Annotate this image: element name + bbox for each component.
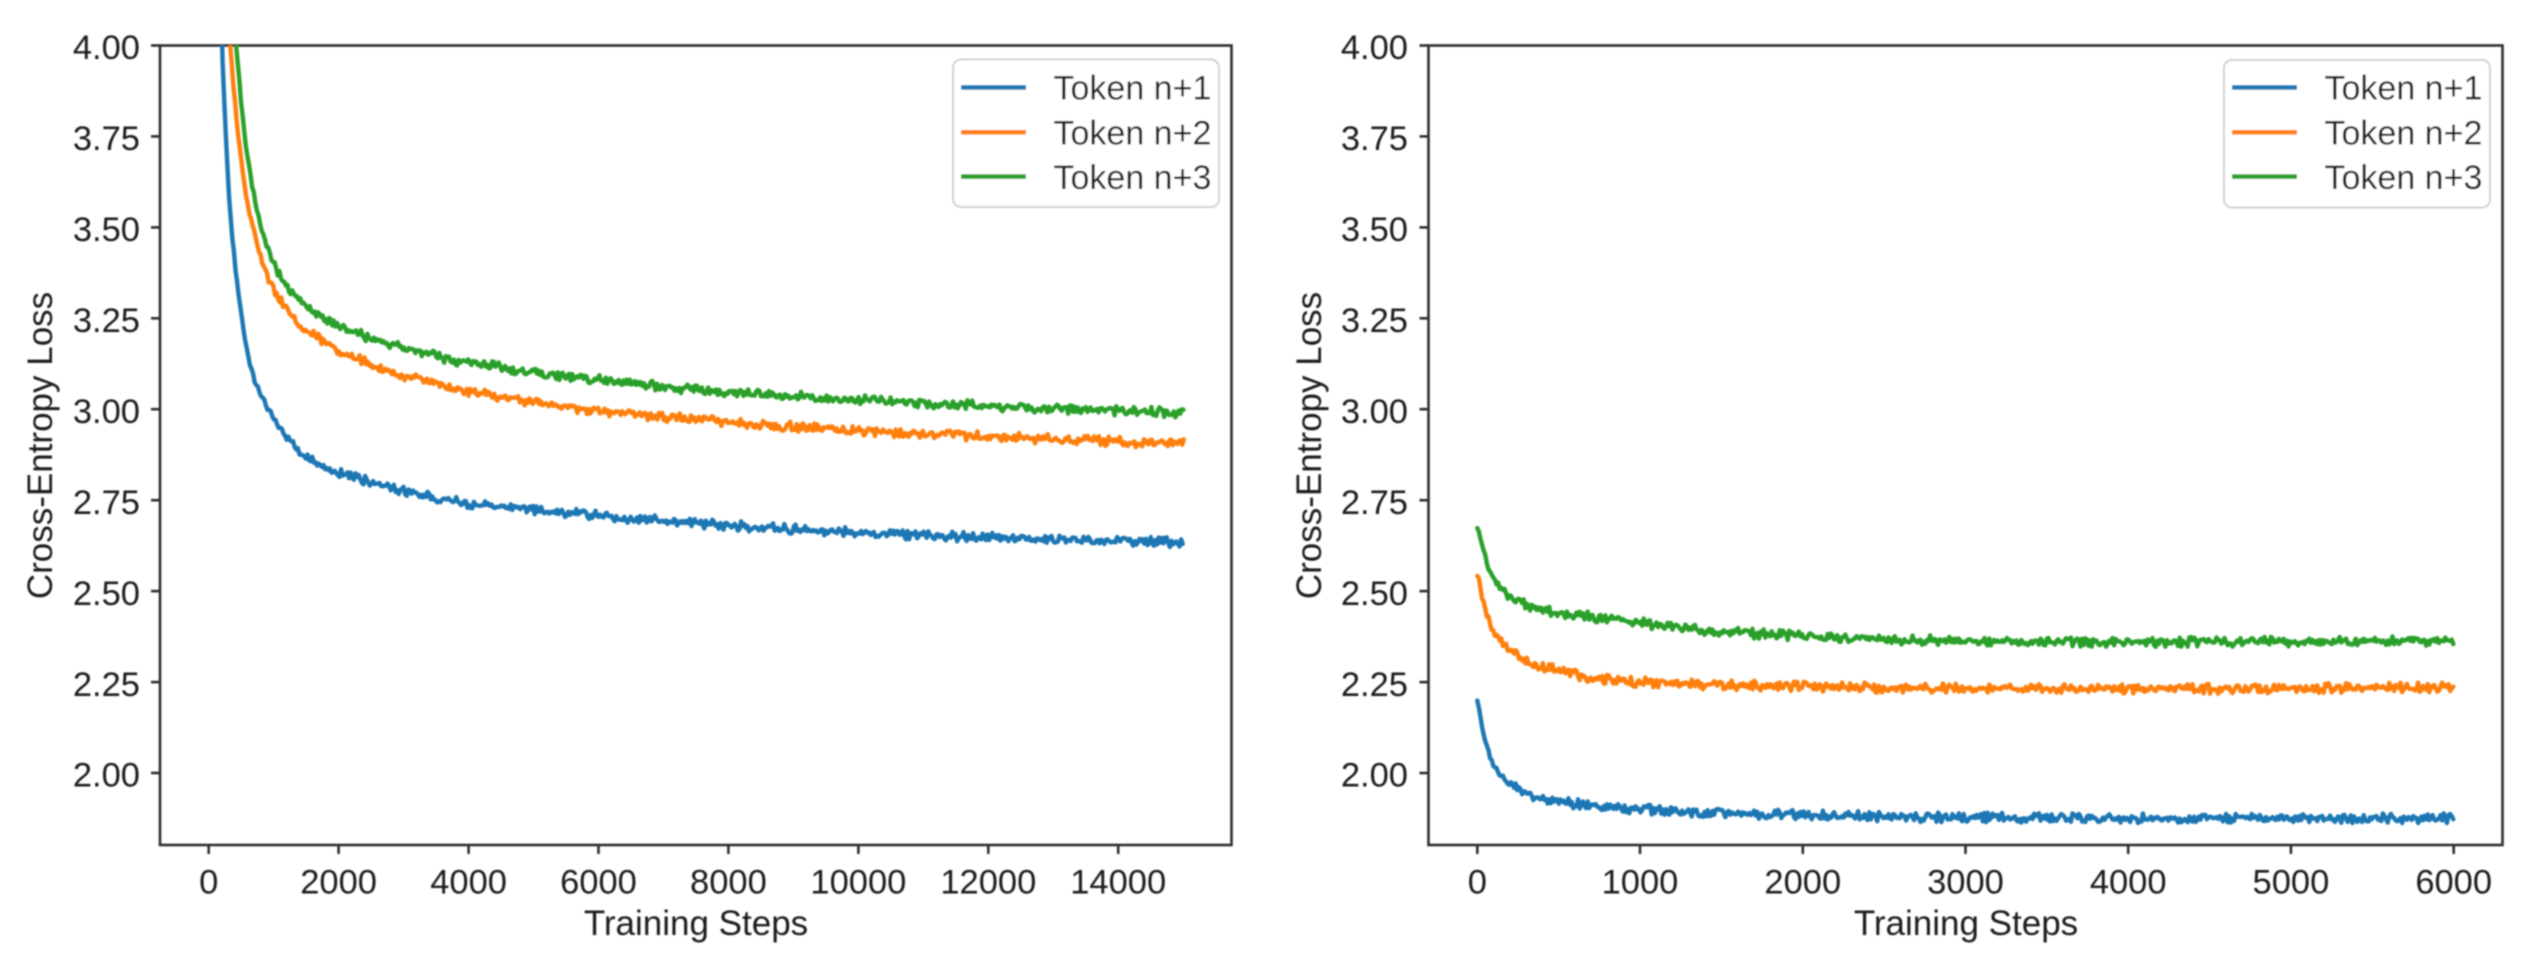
svg-text:0: 0 xyxy=(199,864,218,902)
svg-text:14000: 14000 xyxy=(1070,864,1166,902)
svg-text:10000: 10000 xyxy=(810,864,906,902)
svg-text:4.00: 4.00 xyxy=(73,29,140,67)
svg-text:2.00: 2.00 xyxy=(73,757,140,795)
svg-text:2.25: 2.25 xyxy=(73,666,140,704)
svg-text:Training Steps: Training Steps xyxy=(1854,904,2078,943)
svg-text:2.75: 2.75 xyxy=(73,484,140,522)
svg-text:3.50: 3.50 xyxy=(73,211,140,249)
svg-text:3.75: 3.75 xyxy=(1341,120,1408,158)
svg-text:Token n+2: Token n+2 xyxy=(2325,115,2483,153)
svg-text:Token n+1: Token n+1 xyxy=(2325,70,2483,108)
svg-text:3.25: 3.25 xyxy=(1341,302,1408,340)
svg-text:3.00: 3.00 xyxy=(73,393,140,431)
svg-text:Token n+3: Token n+3 xyxy=(1054,159,1212,197)
svg-text:4000: 4000 xyxy=(430,864,507,902)
svg-text:0: 0 xyxy=(1468,864,1487,902)
svg-text:3000: 3000 xyxy=(1927,864,2004,902)
svg-text:Token n+3: Token n+3 xyxy=(2325,159,2483,197)
svg-text:4.00: 4.00 xyxy=(1341,29,1408,67)
svg-text:12000: 12000 xyxy=(940,864,1036,902)
svg-text:3.00: 3.00 xyxy=(1341,393,1408,431)
svg-text:4000: 4000 xyxy=(2090,864,2167,902)
svg-text:Cross-Entropy Loss: Cross-Entropy Loss xyxy=(1290,292,1329,599)
svg-text:Token n+2: Token n+2 xyxy=(1054,115,1212,153)
svg-text:6000: 6000 xyxy=(2415,864,2492,902)
svg-text:2.50: 2.50 xyxy=(1341,575,1408,613)
svg-text:2000: 2000 xyxy=(300,864,377,902)
svg-text:5000: 5000 xyxy=(2253,864,2330,902)
svg-text:Training Steps: Training Steps xyxy=(584,904,808,943)
svg-text:Token n+1: Token n+1 xyxy=(1054,70,1212,108)
svg-text:2.00: 2.00 xyxy=(1341,757,1408,795)
svg-text:3.25: 3.25 xyxy=(73,302,140,340)
svg-text:2.50: 2.50 xyxy=(73,575,140,613)
svg-text:1000: 1000 xyxy=(1602,864,1679,902)
svg-text:Cross-Entropy Loss: Cross-Entropy Loss xyxy=(21,292,60,599)
svg-text:3.50: 3.50 xyxy=(1341,211,1408,249)
svg-text:3.75: 3.75 xyxy=(73,120,140,158)
svg-text:2000: 2000 xyxy=(1764,864,1841,902)
svg-text:2.25: 2.25 xyxy=(1341,666,1408,704)
svg-text:8000: 8000 xyxy=(690,864,767,902)
svg-text:2.75: 2.75 xyxy=(1341,484,1408,522)
svg-text:6000: 6000 xyxy=(560,864,637,902)
